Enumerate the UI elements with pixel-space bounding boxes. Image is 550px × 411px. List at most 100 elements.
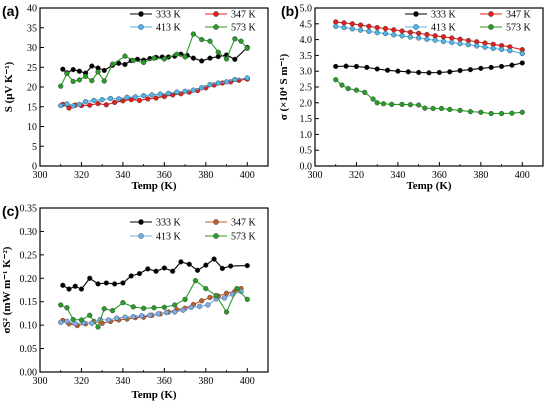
data-point bbox=[399, 33, 405, 39]
data-point bbox=[349, 21, 355, 27]
data-point bbox=[449, 39, 455, 46]
data-point bbox=[426, 70, 432, 76]
data-point bbox=[238, 288, 244, 295]
data-point bbox=[87, 312, 93, 318]
data-point bbox=[180, 307, 186, 313]
data-point bbox=[349, 26, 355, 32]
data-point bbox=[89, 63, 95, 69]
y-tick-label: 1.0 bbox=[300, 130, 313, 141]
data-point bbox=[333, 23, 339, 29]
data-point bbox=[101, 67, 107, 74]
data-point bbox=[95, 100, 101, 107]
panel-label-c: (c) bbox=[2, 203, 20, 219]
data-point bbox=[95, 281, 101, 287]
data-point bbox=[215, 53, 221, 60]
legend-entry-label: 333 K bbox=[156, 10, 182, 21]
data-point bbox=[223, 309, 230, 315]
data-point bbox=[211, 256, 217, 262]
data-point bbox=[215, 80, 221, 86]
data-point bbox=[95, 69, 101, 75]
data-point bbox=[182, 88, 188, 94]
data-point bbox=[70, 78, 76, 85]
data-point bbox=[223, 79, 230, 85]
data-point bbox=[389, 101, 395, 107]
data-point bbox=[203, 262, 209, 268]
data-point bbox=[101, 306, 107, 312]
data-point bbox=[199, 85, 205, 91]
data-point bbox=[141, 93, 147, 99]
data-point bbox=[498, 63, 505, 70]
data-point bbox=[465, 42, 471, 48]
data-point bbox=[391, 32, 397, 38]
data-point bbox=[165, 90, 172, 96]
y-tick-label: 5.0 bbox=[300, 4, 313, 15]
chart-svg-b: 300 320 340 360 380 400 0.0 0.5 1.0 1.5 2.0 2.5 3.0 3… bbox=[278, 4, 544, 192]
data-point bbox=[467, 67, 474, 73]
legend-entry-label: 413 K bbox=[431, 23, 457, 34]
data-point bbox=[478, 65, 484, 71]
data-point bbox=[519, 109, 525, 115]
data-point bbox=[424, 31, 430, 38]
data-point bbox=[447, 106, 453, 113]
data-point bbox=[343, 63, 349, 69]
data-point bbox=[182, 54, 188, 60]
data-point bbox=[244, 296, 250, 302]
data-point bbox=[64, 70, 70, 77]
data-point bbox=[130, 314, 136, 320]
data-point bbox=[155, 311, 161, 317]
data-point bbox=[188, 304, 194, 310]
data-point bbox=[103, 280, 109, 286]
legend-entry-label: 347 K bbox=[231, 10, 257, 21]
data-point bbox=[366, 23, 372, 29]
data-point bbox=[112, 99, 118, 106]
panel-label-a: (a) bbox=[2, 3, 20, 19]
data-point bbox=[232, 36, 238, 42]
data-point bbox=[362, 89, 368, 95]
data-point bbox=[87, 275, 93, 281]
x-tick-label: 360 bbox=[157, 376, 172, 387]
data-point bbox=[422, 105, 428, 111]
x-tick-label: 320 bbox=[349, 170, 364, 181]
y-tick-label: 0 bbox=[32, 162, 37, 173]
data-point bbox=[190, 87, 196, 93]
legend-swatch-marker bbox=[213, 219, 219, 225]
y-tick-label: 2.5 bbox=[300, 83, 313, 94]
data-point bbox=[432, 37, 438, 43]
x-tick-label: 400 bbox=[240, 170, 255, 181]
x-tick-label: 380 bbox=[198, 170, 213, 181]
data-point bbox=[498, 46, 505, 52]
data-point bbox=[244, 75, 250, 81]
data-point bbox=[244, 45, 250, 51]
series-line-333-k bbox=[62, 258, 248, 290]
data-point bbox=[416, 30, 422, 36]
legend-swatch-marker bbox=[213, 233, 219, 239]
data-point bbox=[87, 102, 93, 108]
data-point bbox=[64, 305, 70, 311]
data-point bbox=[399, 28, 405, 34]
data-point bbox=[116, 60, 122, 66]
y-axis-label: σS² (mW m⁻¹ K⁻²) bbox=[1, 246, 13, 333]
chart-panel-c: (c) 300 320 340 360 380 400 0.00 0.05 0.10 0.15 0.… bbox=[0, 200, 275, 406]
data-point bbox=[207, 38, 213, 44]
x-tick-label: 360 bbox=[157, 170, 172, 181]
data-point bbox=[223, 56, 230, 62]
data-point bbox=[440, 34, 447, 40]
data-point bbox=[120, 280, 126, 286]
data-point bbox=[447, 69, 453, 75]
y-tick-label: 4.0 bbox=[300, 35, 313, 46]
data-point bbox=[407, 29, 413, 35]
data-point bbox=[190, 31, 196, 37]
data-point bbox=[203, 285, 209, 292]
data-point bbox=[374, 66, 380, 72]
y-tick-label: 25 bbox=[27, 63, 37, 74]
data-point bbox=[58, 83, 64, 89]
data-point bbox=[232, 56, 238, 62]
data-point bbox=[395, 68, 401, 74]
data-point bbox=[70, 316, 76, 323]
data-point bbox=[407, 34, 413, 40]
y-tick-label: 2.0 bbox=[300, 98, 313, 109]
data-point bbox=[109, 308, 116, 314]
y-tick-label: 1.5 bbox=[300, 114, 313, 125]
data-point bbox=[58, 102, 64, 109]
legend-swatch-marker bbox=[138, 24, 144, 30]
